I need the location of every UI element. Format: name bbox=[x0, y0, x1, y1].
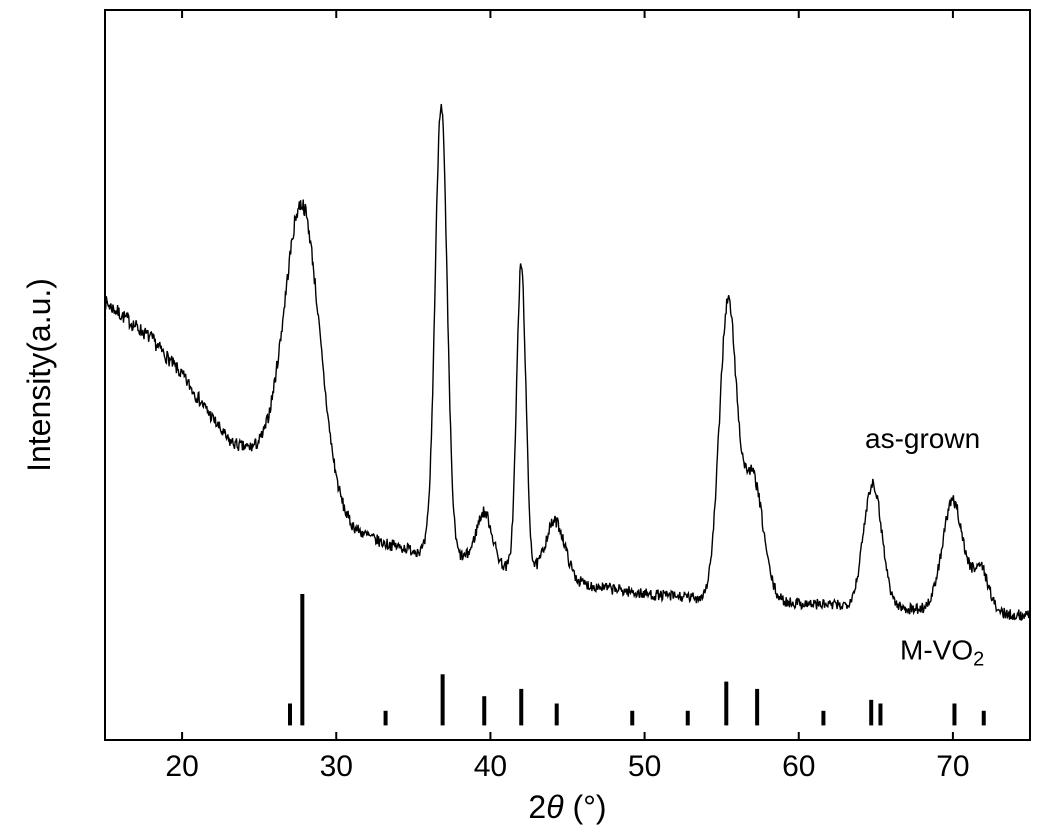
reference-peak bbox=[519, 689, 523, 726]
reference-peak bbox=[821, 711, 825, 726]
reference-peak bbox=[630, 711, 634, 726]
x-tick-label: 50 bbox=[628, 750, 661, 783]
reference-peak bbox=[878, 704, 882, 726]
reference-peak bbox=[441, 674, 445, 725]
x-tick-label: 70 bbox=[936, 750, 969, 783]
x-tick-label: 40 bbox=[474, 750, 507, 783]
plot-frame bbox=[105, 10, 1030, 740]
reference-peak bbox=[724, 682, 728, 726]
reference-peak bbox=[482, 696, 486, 725]
x-tick-label: 60 bbox=[782, 750, 815, 783]
reference-peak bbox=[869, 700, 873, 726]
reference-peak bbox=[755, 689, 759, 726]
reference-peak bbox=[982, 711, 986, 726]
annot-mvo2: M-VO2 bbox=[900, 635, 984, 671]
x-axis-label: 2θ (°) bbox=[528, 789, 606, 825]
x-tick-label: 30 bbox=[320, 750, 353, 783]
reference-peak bbox=[384, 711, 388, 726]
series-as-grown bbox=[105, 104, 1030, 620]
y-axis-label: Intensity(a.u.) bbox=[21, 278, 57, 472]
reference-peak bbox=[686, 711, 690, 726]
reference-peak bbox=[952, 704, 956, 726]
reference-peak bbox=[288, 704, 292, 726]
reference-peak bbox=[300, 594, 304, 725]
xrd-chart: 20 30 40 50 60 70 2θ (°) Intensity(a.u.) as-grow… bbox=[0, 0, 1043, 830]
annot-as-grown: as-grown bbox=[865, 423, 980, 454]
reference-peak bbox=[555, 704, 559, 726]
x-tick-label: 20 bbox=[165, 750, 198, 783]
chart-svg: 20 30 40 50 60 70 2θ (°) Intensity(a.u.) as-grow… bbox=[0, 0, 1043, 830]
